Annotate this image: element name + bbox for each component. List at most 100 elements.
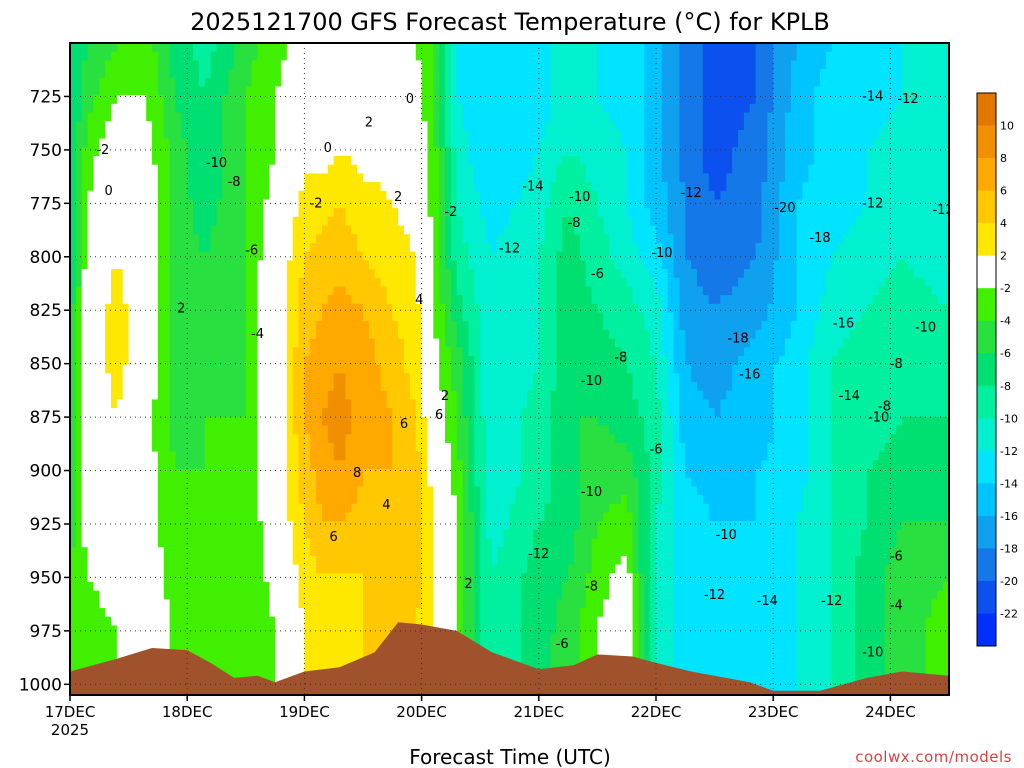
heatmap-cell (304, 147, 311, 157)
heatmap-cell (327, 103, 335, 114)
heatmap-cell (157, 642, 165, 653)
heatmap-cell (234, 642, 241, 653)
heatmap-cell (222, 364, 229, 374)
heatmap-cell (280, 60, 288, 70)
heatmap-cell (421, 286, 429, 296)
heatmap-cell (222, 69, 229, 79)
heatmap-cell (134, 60, 141, 70)
heatmap-cell (152, 547, 159, 557)
heatmap-cell (380, 547, 388, 557)
heatmap-cell (298, 512, 305, 522)
heatmap-cell (234, 269, 241, 279)
heatmap-cell (75, 416, 83, 427)
heatmap-cell (386, 408, 393, 418)
heatmap-cell (415, 164, 423, 174)
heatmap-cell (269, 173, 276, 183)
heatmap-cell (193, 69, 200, 79)
heatmap-cell (275, 269, 282, 279)
heatmap-cell (327, 190, 335, 201)
heatmap-cell (333, 182, 341, 192)
heatmap-cell (228, 477, 235, 487)
heatmap-cell (374, 103, 382, 114)
heatmap-cell (216, 651, 223, 661)
heatmap-cell (415, 399, 423, 409)
heatmap-cell (339, 77, 347, 88)
heatmap-cell (292, 547, 300, 557)
heatmap-cell (386, 573, 393, 583)
heatmap-cell (357, 382, 364, 392)
heatmap-cell (234, 599, 241, 609)
heatmap-cell (333, 77, 341, 88)
heatmap-cell (128, 347, 136, 357)
heatmap-cell (75, 225, 83, 235)
heatmap-cell (421, 208, 429, 218)
heatmap-cell (222, 573, 229, 583)
heatmap-cell (357, 95, 364, 105)
heatmap-cell (368, 468, 376, 479)
heatmap-cell (204, 103, 212, 114)
heatmap-cell (204, 321, 212, 331)
heatmap-cell (128, 286, 136, 296)
heatmap-cell (386, 216, 393, 227)
heatmap-cell (251, 651, 259, 661)
heatmap-cell (339, 521, 347, 531)
heatmap-cell (175, 529, 182, 540)
heatmap-cell (316, 581, 323, 592)
heatmap-cell (234, 295, 241, 305)
heatmap-cell (409, 77, 417, 88)
heatmap-cell (450, 182, 458, 192)
heatmap-cell (327, 581, 335, 592)
heatmap-cell (409, 182, 417, 192)
heatmap-cell (134, 408, 141, 418)
heatmap-cell (409, 190, 417, 201)
heatmap-cell (433, 608, 440, 618)
heatmap-cell (116, 642, 124, 653)
heatmap-cell (415, 555, 423, 566)
heatmap-cell (251, 60, 259, 70)
heatmap-cell (450, 599, 458, 609)
heatmap-cell (157, 303, 165, 314)
heatmap-cell (204, 138, 212, 148)
heatmap-cell (374, 468, 382, 479)
heatmap-cell (450, 208, 458, 218)
heatmap-cell (298, 382, 305, 392)
heatmap-cell (146, 547, 153, 557)
heatmap-cell (216, 242, 223, 253)
heatmap-cell (99, 182, 106, 192)
heatmap-cell (339, 599, 347, 609)
heatmap-cell (421, 329, 429, 340)
heatmap-cell (181, 521, 188, 531)
heatmap-cell (105, 590, 112, 600)
heatmap-cell (157, 599, 165, 609)
heatmap-cell (450, 547, 458, 557)
heatmap-cell (210, 477, 218, 487)
heatmap-cell (427, 555, 434, 566)
heatmap-cell (228, 599, 235, 609)
heatmap-cell (163, 77, 171, 88)
heatmap-cell (169, 625, 177, 635)
heatmap-cell (380, 77, 388, 88)
heatmap-cell (456, 112, 464, 122)
heatmap-cell (286, 512, 294, 522)
heatmap-cell (193, 503, 200, 514)
heatmap-cell (234, 43, 241, 53)
heatmap-cell (251, 573, 259, 583)
heatmap-cell (292, 269, 300, 279)
heatmap-cell (169, 355, 177, 366)
heatmap-cell (105, 295, 112, 305)
heatmap-cell (181, 190, 188, 201)
heatmap-cell (450, 382, 458, 392)
heatmap-cell (116, 112, 124, 122)
heatmap-cell (286, 521, 294, 531)
heatmap-cell (327, 277, 335, 288)
heatmap-cell (286, 608, 294, 618)
heatmap-cell (204, 581, 212, 592)
heatmap-cell (386, 225, 393, 235)
heatmap-cell (445, 173, 452, 183)
heatmap-cell (292, 43, 300, 53)
heatmap-cell (204, 347, 212, 357)
heatmap-cell (169, 599, 177, 609)
heatmap-cell (333, 138, 341, 148)
heatmap-cell (327, 616, 335, 627)
heatmap-cell (392, 199, 399, 209)
